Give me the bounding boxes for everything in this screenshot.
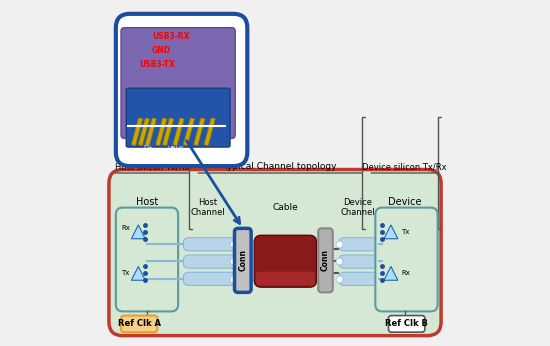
- FancyBboxPatch shape: [121, 28, 235, 138]
- FancyBboxPatch shape: [183, 238, 237, 251]
- FancyBboxPatch shape: [254, 235, 316, 287]
- FancyBboxPatch shape: [183, 272, 237, 285]
- Text: USB3-TX: USB3-TX: [139, 60, 175, 69]
- Text: GND: GND: [124, 152, 139, 156]
- Text: D+: D+: [144, 145, 154, 149]
- Bar: [204, 118, 215, 146]
- Bar: [183, 118, 195, 146]
- FancyBboxPatch shape: [234, 228, 251, 292]
- FancyBboxPatch shape: [256, 272, 315, 285]
- Text: Conn: Conn: [238, 249, 248, 271]
- Text: Host
Channel: Host Channel: [190, 198, 225, 217]
- Text: Device
Channel: Device Channel: [340, 198, 376, 217]
- FancyBboxPatch shape: [183, 255, 237, 268]
- FancyBboxPatch shape: [339, 272, 379, 285]
- Polygon shape: [131, 225, 145, 239]
- FancyBboxPatch shape: [121, 316, 157, 332]
- Text: GND: GND: [151, 46, 170, 55]
- FancyBboxPatch shape: [375, 208, 438, 311]
- FancyBboxPatch shape: [116, 14, 248, 166]
- Text: Conn: Conn: [321, 249, 330, 271]
- FancyBboxPatch shape: [339, 255, 379, 268]
- Text: Rx: Rx: [121, 225, 130, 231]
- Text: Host silicon Tx/Rx: Host silicon Tx/Rx: [115, 162, 190, 171]
- FancyBboxPatch shape: [318, 228, 333, 292]
- Polygon shape: [384, 225, 398, 239]
- Bar: [173, 118, 184, 146]
- Bar: [131, 118, 142, 146]
- Bar: [139, 118, 150, 146]
- Text: Tx: Tx: [402, 229, 410, 235]
- Bar: [145, 118, 156, 146]
- Polygon shape: [131, 266, 145, 280]
- Text: Host: Host: [136, 198, 158, 207]
- FancyBboxPatch shape: [339, 238, 379, 251]
- Text: Ref Clk A: Ref Clk A: [118, 319, 161, 328]
- FancyBboxPatch shape: [126, 88, 230, 147]
- Bar: [163, 118, 174, 146]
- FancyBboxPatch shape: [116, 208, 178, 311]
- Text: VBUS: VBUS: [168, 146, 185, 151]
- Text: Device silicon Tx/Rx: Device silicon Tx/Rx: [362, 162, 447, 171]
- Polygon shape: [384, 266, 398, 280]
- FancyBboxPatch shape: [388, 316, 425, 332]
- Text: Cable: Cable: [272, 203, 298, 212]
- Text: Ref Clk B: Ref Clk B: [385, 319, 428, 328]
- Text: D-: D-: [156, 148, 163, 153]
- Text: Typical Channel topology: Typical Channel topology: [223, 162, 337, 171]
- FancyBboxPatch shape: [109, 170, 441, 336]
- Text: Rx: Rx: [402, 270, 410, 276]
- Text: USB3-RX: USB3-RX: [152, 32, 190, 41]
- Bar: [156, 118, 167, 146]
- Bar: [194, 118, 205, 146]
- Text: Device: Device: [388, 198, 421, 207]
- Text: Tx: Tx: [121, 270, 129, 276]
